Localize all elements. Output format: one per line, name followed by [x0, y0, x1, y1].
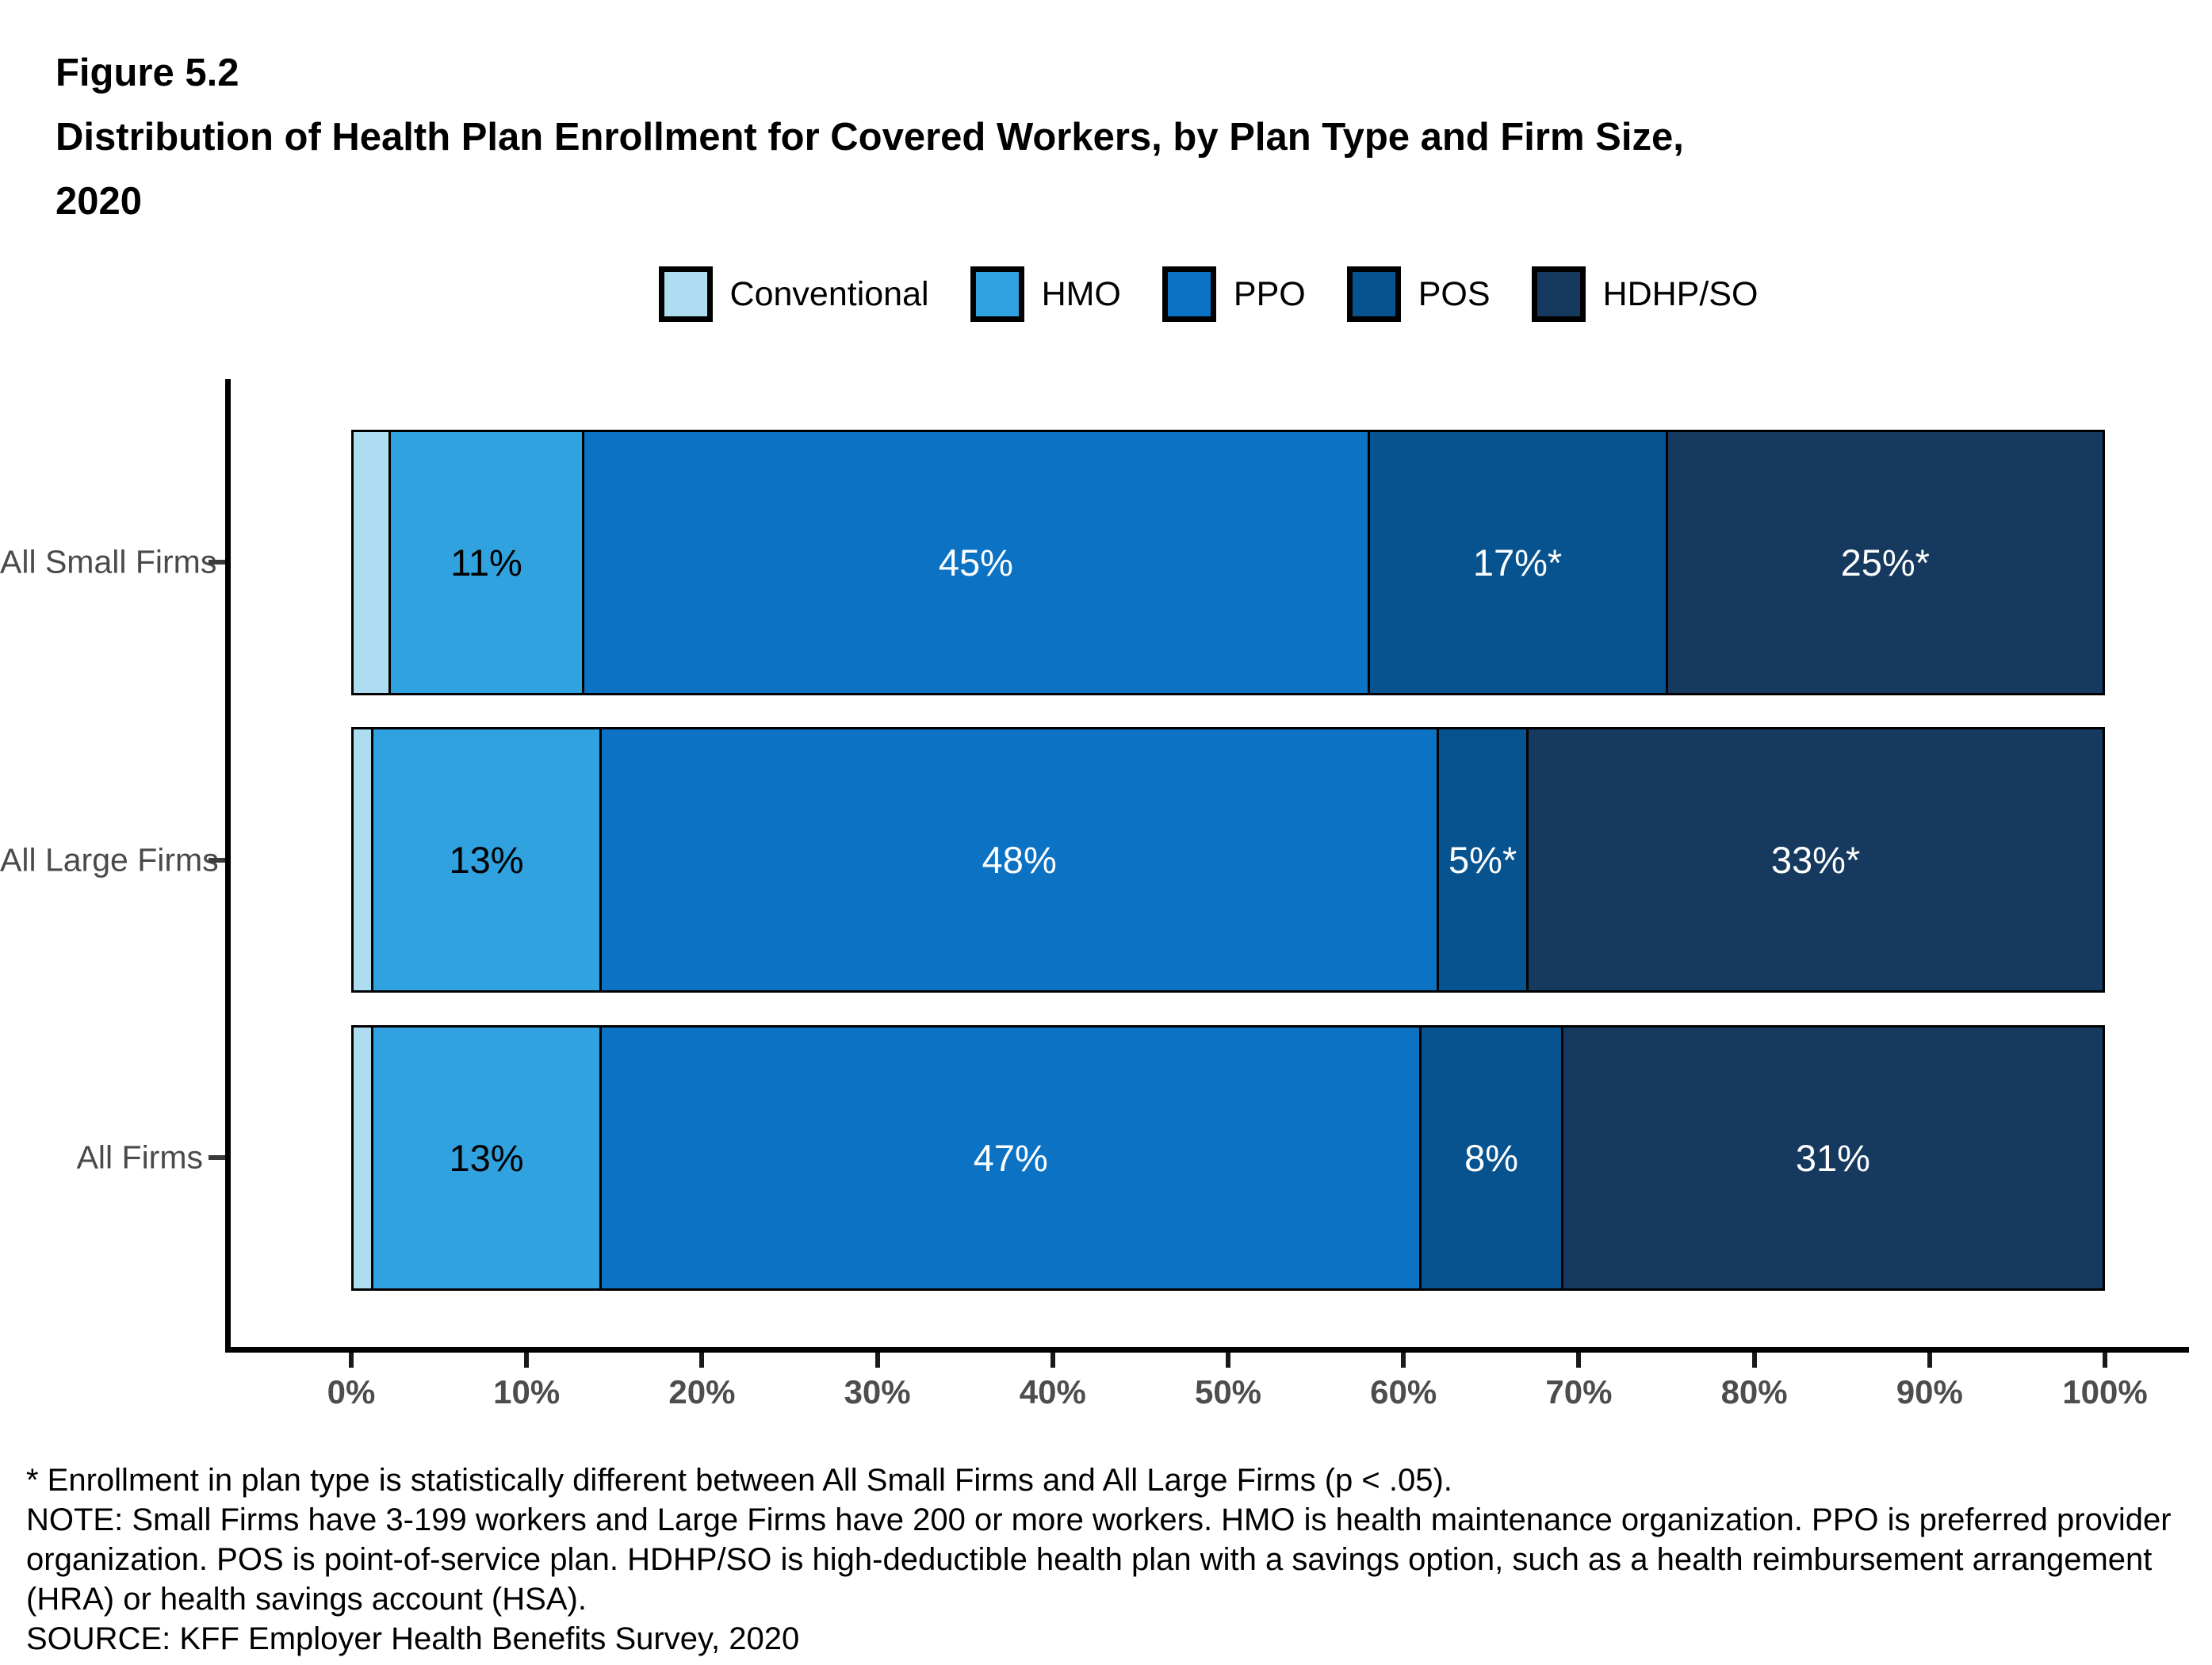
x-axis-tick [1050, 1353, 1055, 1368]
legend-label-hdhp-so: HDHP/SO [1602, 274, 1759, 313]
segment-all-large-firms-conventional [354, 729, 373, 990]
figure-number: Figure 5.2 [55, 52, 239, 94]
legend: Conventional HMO PPO POS HDHP/SO [228, 266, 2189, 322]
footnote-note: NOTE: Small Firms have 3-199 workers and… [26, 1502, 2172, 1617]
legend-swatch-hdhp-so [1531, 266, 1586, 322]
segment-value-label: 13% [449, 1137, 524, 1179]
segment-value-label: 25%* [1840, 542, 1930, 584]
segment-all-firms-conventional [354, 1028, 373, 1288]
segment-value-label: 13% [449, 839, 524, 881]
x-axis-tick [1226, 1353, 1230, 1368]
y-axis-tick [209, 858, 225, 863]
segment-value-label: 8% [1464, 1137, 1519, 1179]
legend-item-pos: POS [1346, 266, 1491, 322]
segment-all-small-firms-hmo: 11% [390, 432, 585, 693]
x-axis-tick-label: 20% [668, 1373, 736, 1410]
legend-label-pos: POS [1418, 274, 1491, 313]
legend-item-hdhp-so: HDHP/SO [1531, 266, 1759, 322]
legend-label-hmo: HMO [1041, 274, 1121, 313]
x-axis-tick-label: 80% [1720, 1373, 1788, 1410]
figure-header: Figure 5.2 Distribution of Health Plan E… [55, 41, 1684, 234]
segment-all-firms-hdhp-so: 31% [1563, 1028, 2103, 1288]
footnotes: * Enrollment in plan type is statistical… [26, 1460, 2195, 1659]
x-axis-tick [524, 1353, 530, 1368]
y-axis-label-all-small-firms: All Small Firms [0, 543, 217, 580]
segment-value-label: 47% [973, 1137, 1048, 1179]
x-axis-tick-label: 50% [1194, 1373, 1262, 1410]
figure-title-line1: Distribution of Health Plan Enrollment f… [55, 116, 1684, 159]
segment-value-label: 5%* [1449, 839, 1517, 881]
x-axis-tick-label: 60% [1370, 1373, 1437, 1410]
legend-label-ppo: PPO [1233, 274, 1306, 313]
y-axis-label-all-large-firms: All Large Firms [0, 841, 219, 878]
segment-all-large-firms-ppo: 48% [602, 729, 1440, 990]
segment-all-firms-ppo: 47% [602, 1028, 1422, 1288]
bar-all-small-firms: 11% 45% 17%* 25%* [351, 430, 2105, 695]
segment-all-firms-pos: 8% [1422, 1028, 1563, 1288]
x-axis-tick [874, 1353, 880, 1368]
x-axis-tick [1401, 1353, 1406, 1368]
x-axis-tick [2103, 1353, 2107, 1368]
y-axis-tick [209, 560, 225, 565]
legend-item-conventional: Conventional [658, 266, 929, 322]
x-axis-tick [699, 1353, 705, 1368]
segment-all-small-firms-pos: 17%* [1369, 432, 1668, 693]
footnote-source: SOURCE: KFF Employer Health Benefits Sur… [26, 1621, 800, 1656]
segment-all-firms-hmo: 13% [373, 1028, 603, 1288]
segment-value-label: 48% [982, 839, 1057, 881]
y-axis-label-all-firms: All Firms [76, 1139, 203, 1176]
figure-title-line2: 2020 [55, 180, 143, 223]
bar-all-large-firms: 13% 48% 5%* 33%* [351, 727, 2105, 993]
segment-all-large-firms-hmo: 13% [373, 729, 603, 990]
x-axis-tick-label: 0% [327, 1373, 376, 1410]
x-axis-ticks: 0% 10% 20% 30% 40% 50% 60% 70% 80% 90% 100% [327, 1353, 2148, 1456]
segment-value-label: 11% [450, 542, 522, 584]
x-axis-tick-label: 10% [493, 1373, 561, 1410]
segment-value-label: 45% [938, 542, 1013, 584]
bar-all-firms: 13% 47% 8% 31% [351, 1025, 2105, 1291]
segment-all-small-firms-hdhp-so: 25%* [1667, 432, 2103, 693]
x-axis-tick-label: 90% [1896, 1373, 1963, 1410]
segment-all-small-firms-ppo: 45% [584, 432, 1370, 693]
x-axis-tick [1927, 1353, 1932, 1368]
legend-swatch-hmo [970, 266, 1024, 322]
bars-container: 11% 45% 17%* 25%* 13% 48% 5%* 33%* 13% 47% 8% 31% [351, 388, 2105, 1349]
segment-value-label: 17%* [1472, 542, 1563, 584]
x-axis-line [225, 1347, 2189, 1353]
x-axis-tick-label: 40% [1019, 1373, 1086, 1410]
segment-all-large-firms-hdhp-so: 33%* [1528, 729, 2103, 990]
legend-swatch-pos [1346, 266, 1401, 322]
legend-swatch-ppo [1161, 266, 1216, 322]
legend-swatch-conventional [658, 266, 713, 322]
x-axis-tick-label: 100% [2062, 1373, 2148, 1410]
legend-label-conventional: Conventional [729, 274, 929, 313]
y-axis-tick [209, 1155, 225, 1160]
segment-value-label: 33%* [1770, 839, 1861, 881]
segment-all-large-firms-pos: 5%* [1439, 729, 1529, 990]
x-axis-tick [349, 1353, 354, 1368]
x-axis-tick-label: 30% [844, 1373, 911, 1410]
footnote-significance: * Enrollment in plan type is statistical… [26, 1463, 1452, 1498]
y-axis-line [225, 379, 231, 1353]
x-axis-tick-label: 70% [1545, 1373, 1613, 1410]
segment-all-small-firms-conventional [354, 432, 391, 693]
legend-item-hmo: HMO [970, 266, 1121, 322]
legend-item-ppo: PPO [1161, 266, 1306, 322]
segment-value-label: 31% [1795, 1137, 1870, 1179]
x-axis-tick [1751, 1353, 1757, 1368]
x-axis-tick [1576, 1353, 1582, 1368]
